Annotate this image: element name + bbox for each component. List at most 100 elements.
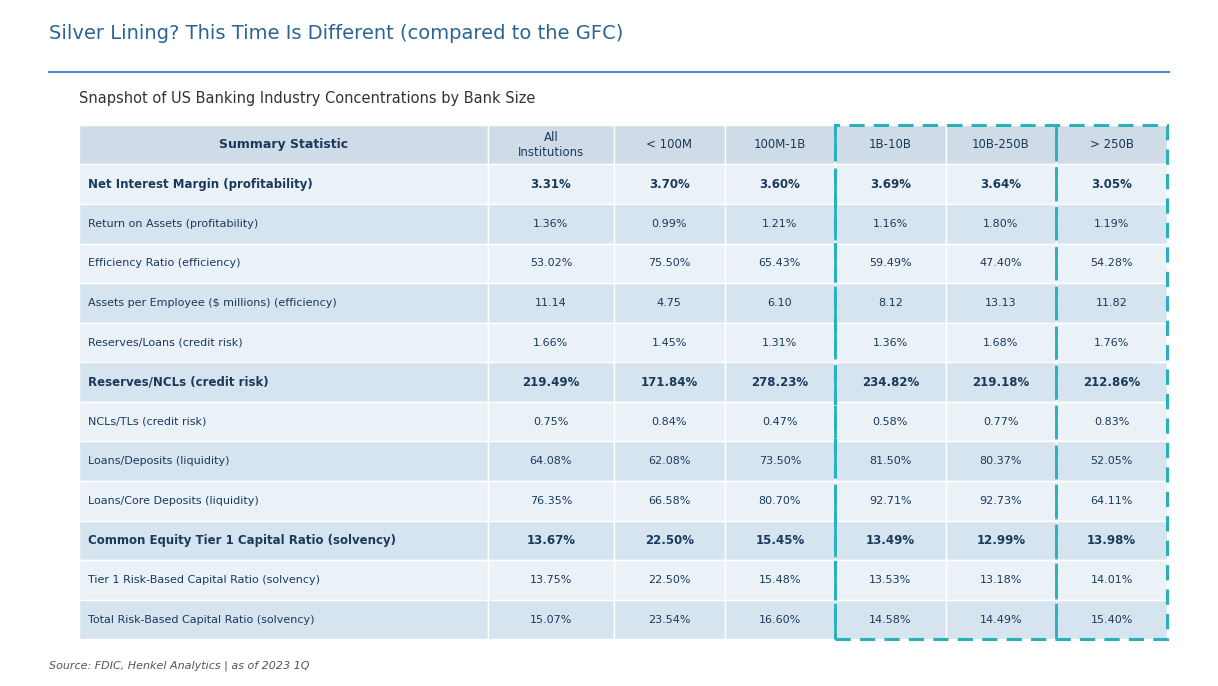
Bar bbox=[487, 560, 614, 600]
Text: 0.58%: 0.58% bbox=[873, 416, 909, 427]
Text: 0.47%: 0.47% bbox=[762, 416, 798, 427]
Text: Net Interest Margin (profitability): Net Interest Margin (profitability) bbox=[88, 178, 313, 191]
Text: 15.45%: 15.45% bbox=[755, 534, 804, 547]
Text: 6.10: 6.10 bbox=[767, 298, 792, 308]
Bar bbox=[614, 165, 725, 204]
Text: Return on Assets (profitability): Return on Assets (profitability) bbox=[88, 219, 258, 229]
Bar bbox=[614, 442, 725, 481]
Text: 76.35%: 76.35% bbox=[530, 496, 572, 506]
Text: 13.75%: 13.75% bbox=[530, 575, 572, 585]
Bar bbox=[614, 204, 725, 244]
Text: 3.60%: 3.60% bbox=[759, 178, 800, 191]
Bar bbox=[945, 402, 1056, 442]
Bar bbox=[1056, 244, 1167, 283]
Bar bbox=[487, 362, 614, 402]
Bar bbox=[725, 244, 836, 283]
Bar bbox=[614, 283, 725, 322]
Bar bbox=[79, 560, 487, 600]
Text: 64.08%: 64.08% bbox=[530, 456, 572, 466]
Text: 3.69%: 3.69% bbox=[870, 178, 911, 191]
Bar bbox=[614, 402, 725, 442]
Bar bbox=[1056, 521, 1167, 560]
Text: 80.37%: 80.37% bbox=[979, 456, 1022, 466]
Bar bbox=[945, 521, 1056, 560]
Text: Loans/Deposits (liquidity): Loans/Deposits (liquidity) bbox=[88, 456, 229, 466]
Text: Loans/Core Deposits (liquidity): Loans/Core Deposits (liquidity) bbox=[88, 496, 258, 506]
Bar bbox=[1056, 362, 1167, 402]
Bar bbox=[79, 125, 487, 165]
Text: 73.50%: 73.50% bbox=[759, 456, 801, 466]
Text: 16.60%: 16.60% bbox=[759, 615, 801, 624]
Bar bbox=[945, 481, 1056, 521]
Text: Reserves/NCLs (credit risk): Reserves/NCLs (credit risk) bbox=[88, 376, 268, 388]
Bar bbox=[945, 560, 1056, 600]
Text: < 100M: < 100M bbox=[647, 138, 692, 151]
Bar bbox=[487, 244, 614, 283]
Text: 75.50%: 75.50% bbox=[648, 259, 691, 268]
Text: 15.48%: 15.48% bbox=[759, 575, 801, 585]
Text: 1.66%: 1.66% bbox=[533, 338, 569, 348]
Text: 0.75%: 0.75% bbox=[533, 416, 569, 427]
Bar bbox=[1056, 600, 1167, 639]
Bar bbox=[79, 481, 487, 521]
Text: 15.07%: 15.07% bbox=[530, 615, 572, 624]
Text: 15.40%: 15.40% bbox=[1090, 615, 1133, 624]
Text: NCLs/TLs (credit risk): NCLs/TLs (credit risk) bbox=[88, 416, 206, 427]
Bar bbox=[725, 481, 836, 521]
Bar bbox=[79, 402, 487, 442]
Text: 0.99%: 0.99% bbox=[652, 219, 687, 229]
Text: 23.54%: 23.54% bbox=[648, 615, 691, 624]
Text: 14.49%: 14.49% bbox=[979, 615, 1022, 624]
Bar bbox=[725, 322, 836, 362]
Text: > 250B: > 250B bbox=[1090, 138, 1134, 151]
Text: Silver Lining? This Time Is Different (compared to the GFC): Silver Lining? This Time Is Different (c… bbox=[49, 24, 624, 43]
Text: 92.71%: 92.71% bbox=[870, 496, 912, 506]
Text: 66.58%: 66.58% bbox=[648, 496, 691, 506]
Bar bbox=[79, 442, 487, 481]
Text: 13.49%: 13.49% bbox=[866, 534, 915, 547]
Text: 47.40%: 47.40% bbox=[979, 259, 1022, 268]
Text: 62.08%: 62.08% bbox=[648, 456, 691, 466]
Text: 219.18%: 219.18% bbox=[972, 376, 1029, 388]
Bar bbox=[725, 402, 836, 442]
Text: 8.12: 8.12 bbox=[878, 298, 903, 308]
Text: 13.53%: 13.53% bbox=[870, 575, 911, 585]
Bar bbox=[836, 362, 945, 402]
Bar bbox=[487, 521, 614, 560]
Bar bbox=[725, 283, 836, 322]
Text: 4.75: 4.75 bbox=[657, 298, 682, 308]
Bar bbox=[945, 442, 1056, 481]
Text: All
Institutions: All Institutions bbox=[518, 130, 583, 158]
Text: 1.31%: 1.31% bbox=[762, 338, 798, 348]
Text: 1B-10B: 1B-10B bbox=[868, 138, 912, 151]
Bar bbox=[725, 165, 836, 204]
Bar bbox=[945, 244, 1056, 283]
Text: 100M-1B: 100M-1B bbox=[754, 138, 806, 151]
Bar bbox=[79, 322, 487, 362]
Bar bbox=[725, 600, 836, 639]
Text: 1.19%: 1.19% bbox=[1094, 219, 1129, 229]
Text: 59.49%: 59.49% bbox=[870, 259, 912, 268]
Text: 3.70%: 3.70% bbox=[649, 178, 689, 191]
Text: Snapshot of US Banking Industry Concentrations by Bank Size: Snapshot of US Banking Industry Concentr… bbox=[79, 91, 536, 106]
Bar bbox=[836, 283, 945, 322]
Text: 3.05%: 3.05% bbox=[1091, 178, 1132, 191]
Text: 81.50%: 81.50% bbox=[870, 456, 911, 466]
Text: 13.67%: 13.67% bbox=[526, 534, 575, 547]
Text: Common Equity Tier 1 Capital Ratio (solvency): Common Equity Tier 1 Capital Ratio (solv… bbox=[88, 534, 396, 547]
Text: 1.36%: 1.36% bbox=[873, 338, 909, 348]
Bar bbox=[79, 283, 487, 322]
Bar bbox=[1056, 165, 1167, 204]
Bar bbox=[725, 204, 836, 244]
Bar bbox=[725, 125, 836, 165]
Text: Tier 1 Risk-Based Capital Ratio (solvency): Tier 1 Risk-Based Capital Ratio (solvenc… bbox=[88, 575, 320, 585]
Text: Total Risk-Based Capital Ratio (solvency): Total Risk-Based Capital Ratio (solvency… bbox=[88, 615, 314, 624]
Bar bbox=[836, 204, 945, 244]
Bar bbox=[945, 322, 1056, 362]
Bar bbox=[945, 165, 1056, 204]
Bar bbox=[79, 165, 487, 204]
Text: Summary Statistic: Summary Statistic bbox=[219, 138, 348, 151]
Bar bbox=[836, 521, 945, 560]
Bar bbox=[614, 521, 725, 560]
Bar bbox=[79, 244, 487, 283]
